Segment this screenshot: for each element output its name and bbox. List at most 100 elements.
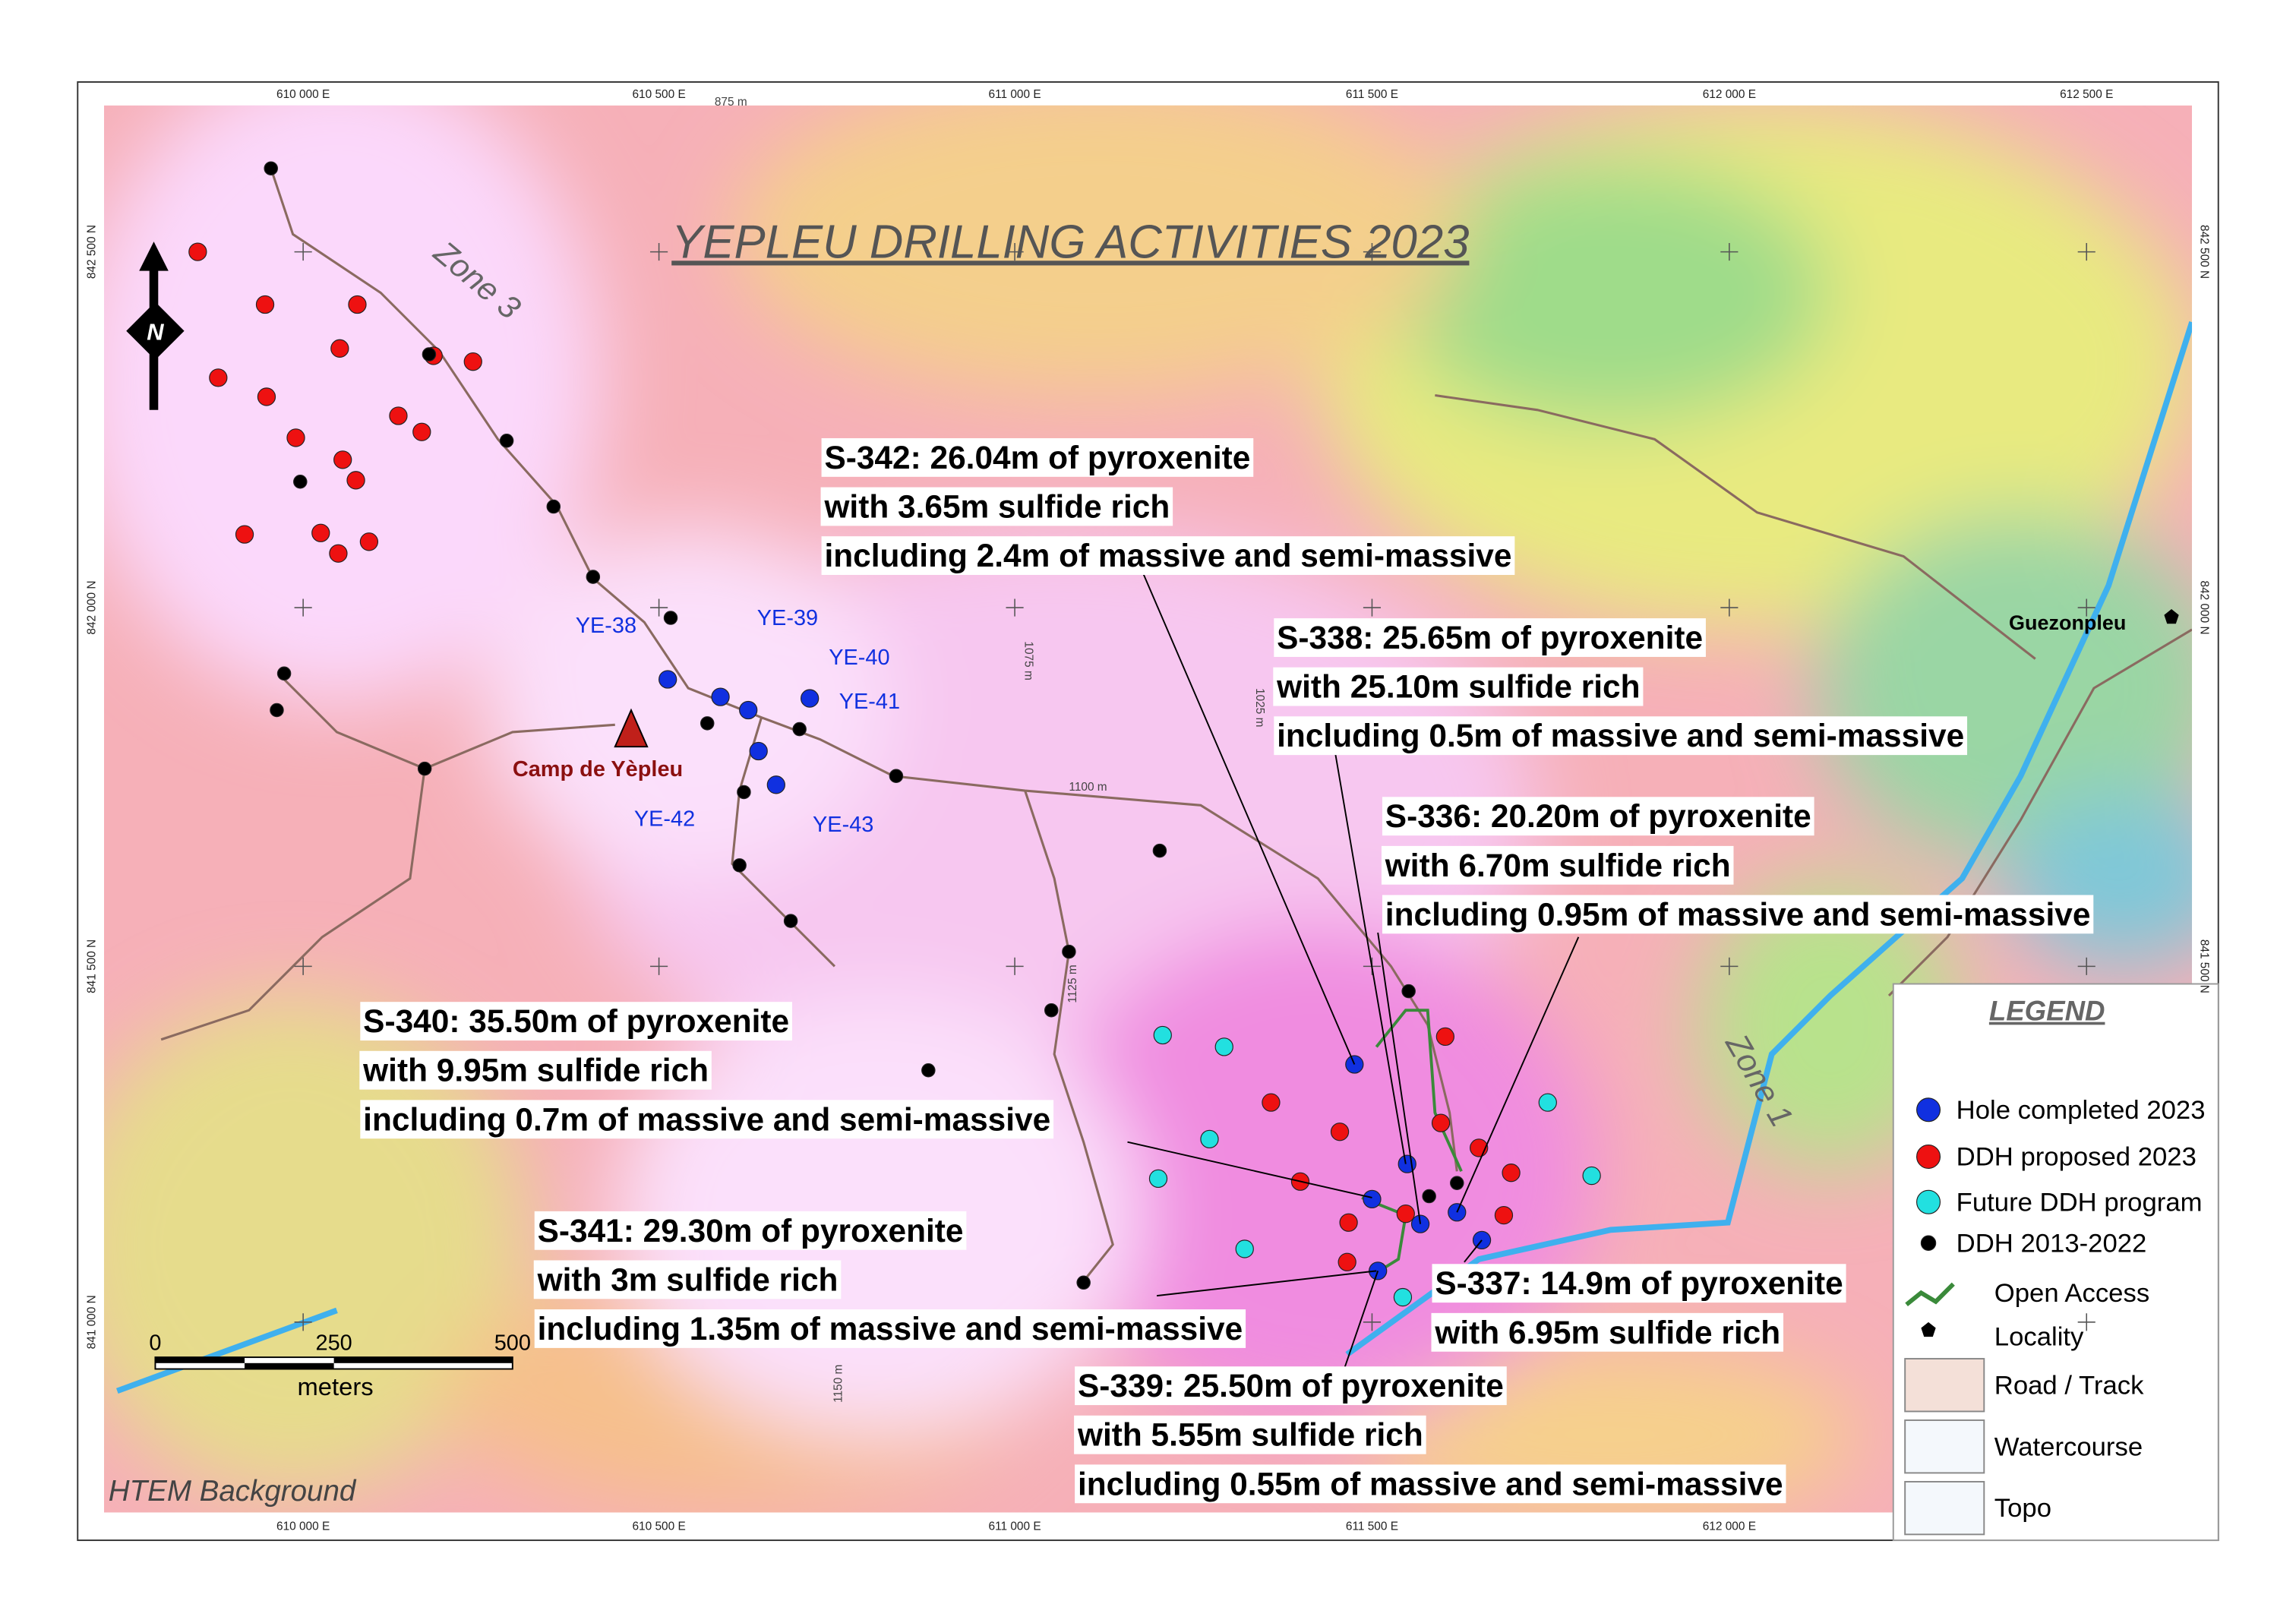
legend-swatch: [1916, 1144, 1941, 1169]
callout-bg: [534, 1211, 967, 1250]
callout-line: with 3.65m sulfide rich: [823, 488, 1170, 524]
grid-cross: [294, 598, 312, 617]
contour-label: 1025 m: [1253, 688, 1266, 727]
drill-hole: [1339, 1213, 1358, 1232]
grid-cross: [650, 957, 668, 975]
leader-line: [1377, 932, 1422, 1224]
grid-cross: [1363, 1313, 1382, 1331]
drill-hole: [1062, 944, 1076, 959]
drill-hole: [737, 785, 751, 800]
drill-hole: [270, 703, 284, 718]
scale-unit: meters: [297, 1372, 373, 1400]
drill-hole: [1502, 1164, 1521, 1183]
drill-hole: [766, 775, 785, 794]
callout-bg: [1273, 667, 1644, 706]
north-label: N: [147, 318, 164, 345]
contour-label: 875 m: [715, 96, 747, 109]
callout-bg: [1274, 618, 1706, 657]
leader-line: [1456, 936, 1580, 1213]
callout-line: including 1.35m of massive and semi-mass…: [538, 1311, 1243, 1347]
northing-label: 842 500 N: [85, 225, 98, 279]
easting-label: 610 000 E: [276, 88, 330, 101]
leader-line: [1464, 1239, 1483, 1263]
callout-line: including 0.95m of massive and semi-mass…: [1385, 896, 2091, 932]
easting-label: 610 000 E: [276, 1520, 330, 1533]
drill-hole: [801, 689, 820, 708]
legend-label: DDH 2013-2022: [1956, 1229, 2147, 1258]
drill-hole: [749, 741, 768, 761]
drill-hole: [348, 295, 367, 314]
easting-label: 612 000 E: [1703, 1520, 1756, 1533]
legend-swatch: [1904, 1358, 1985, 1413]
callout-bg: [1274, 716, 1968, 756]
drill-hole: [286, 428, 305, 447]
drill-hole: [546, 499, 561, 514]
legend-swatch: [1916, 1097, 1941, 1123]
callout-bg: [821, 536, 1515, 575]
callout-line: S-341: 29.30m of pyroxenite: [538, 1213, 964, 1249]
legend-swatch: [1905, 1282, 1955, 1306]
drill-hole: [700, 716, 715, 731]
callout-line: S-336: 20.20m of pyroxenite: [1385, 798, 1811, 834]
callout-bg: [1074, 1415, 1426, 1454]
drill-hole: [1337, 1252, 1356, 1271]
grid-cross: [1363, 598, 1382, 617]
drill-hole: [1582, 1166, 1601, 1186]
hole-label: YE-39: [757, 606, 818, 630]
drill-hole: [257, 387, 276, 406]
drill-hole: [389, 406, 408, 425]
drill-hole: [1076, 1275, 1091, 1290]
drill-hole: [422, 347, 437, 362]
callout-bg: [534, 1309, 1246, 1348]
callout-line: S-338: 25.65m of pyroxenite: [1277, 620, 1703, 655]
grid-cross: [2077, 243, 2095, 261]
frame: [77, 81, 2219, 1542]
drill-hole: [792, 722, 807, 737]
drill-hole: [658, 670, 677, 689]
callout-line: including 0.55m of massive and semi-mass…: [1078, 1466, 1783, 1501]
callout-bg: [1431, 1312, 1784, 1352]
drill-hole: [1450, 1176, 1464, 1190]
grid-cross: [650, 243, 668, 261]
drill-hole: [1431, 1113, 1451, 1132]
drill-hole: [711, 687, 730, 706]
callout-bg: [1382, 895, 2094, 934]
drill-hole: [1448, 1203, 1467, 1222]
drill-hole: [1422, 1189, 1436, 1204]
grid-cross: [1006, 957, 1024, 975]
leader-line: [1343, 1271, 1379, 1369]
easting-label: 611 500 E: [1346, 1520, 1398, 1533]
callout-bg: [359, 1050, 712, 1090]
drill-hole: [1435, 1027, 1454, 1047]
legend-swatch: [1904, 1481, 1985, 1536]
legend-swatch: [1916, 1189, 1941, 1214]
scale-label: 0: [149, 1331, 161, 1355]
easting-label: 612 000 E: [1703, 88, 1756, 101]
drill-hole: [1369, 1261, 1388, 1280]
callout-line: S-340: 35.50m of pyroxenite: [363, 1003, 789, 1039]
legend-title: LEGEND: [1989, 996, 2105, 1027]
callout-bg: [820, 487, 1173, 526]
callout-line: S-342: 26.04m of pyroxenite: [824, 440, 1250, 475]
scale-label: 250: [316, 1331, 352, 1355]
drill-hole: [1396, 1205, 1415, 1224]
place-label: Camp de Yèpleu: [513, 757, 683, 782]
leader-line: [1334, 753, 1407, 1164]
callout-line: including 0.7m of massive and semi-massi…: [363, 1101, 1050, 1137]
drill-hole: [739, 700, 758, 720]
leader-line: [1127, 1141, 1372, 1198]
drill-hole: [1148, 1169, 1168, 1189]
easting-label: 610 500 E: [632, 88, 685, 101]
legend-label: Locality: [1994, 1323, 2084, 1352]
drill-hole: [1235, 1239, 1254, 1258]
drill-hole: [412, 422, 431, 441]
grid-cross: [1720, 598, 1739, 617]
callout-bg: [533, 1260, 842, 1299]
callout-line: with 6.70m sulfide rich: [1385, 848, 1731, 883]
legend-label: Future DDH program: [1956, 1188, 2203, 1217]
grid-cross: [1720, 243, 1739, 261]
hole-label: YE-43: [813, 813, 873, 837]
drill-hole: [293, 475, 308, 489]
callout-line: including 2.4m of massive and semi-massi…: [824, 538, 1511, 573]
